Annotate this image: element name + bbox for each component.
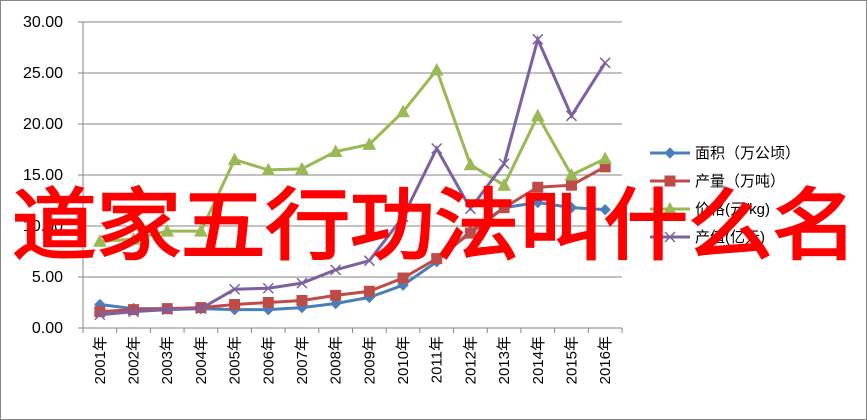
point [599, 57, 611, 69]
legend-label: 产值(亿元) [695, 229, 765, 246]
y-tick-label: 0.00 [32, 320, 63, 337]
point [261, 162, 276, 176]
y-tick-label: 10.00 [23, 218, 63, 235]
legend-marker [664, 175, 676, 187]
point [532, 181, 544, 193]
point [599, 203, 611, 216]
point [262, 282, 274, 294]
point [565, 110, 577, 122]
legend-label: 产量（万吨） [695, 173, 785, 190]
point [532, 33, 544, 45]
point [330, 289, 342, 301]
point [463, 157, 478, 171]
point [396, 104, 410, 118]
x-tick-label: 2007年 [294, 336, 311, 384]
point [229, 283, 241, 295]
point [464, 227, 476, 239]
legend-label: 面积（万公顷） [695, 145, 800, 162]
point [530, 108, 545, 122]
x-tick-label: 2014年 [530, 336, 547, 384]
overlay-text: 道家五行功法叫什么名 [12, 182, 857, 270]
point [330, 264, 342, 276]
legend-marker [663, 201, 677, 215]
point [296, 277, 308, 289]
legend-marker [664, 147, 676, 159]
x-tick-label: 2004年 [193, 336, 210, 384]
legend-marker [664, 231, 676, 243]
x-tick-label: 2015年 [563, 336, 580, 384]
x-tick-label: 2012年 [462, 336, 479, 384]
legend-marker [663, 201, 677, 215]
plot-area: 0.00 5.00 10.00 15.00 20.00 25.00 30.00 2001年 20… [23, 14, 800, 384]
x-tick-label: 2003年 [159, 336, 176, 384]
point [397, 272, 409, 284]
point [94, 306, 106, 318]
point [195, 303, 207, 315]
point [429, 62, 444, 76]
point [126, 232, 141, 245]
point [128, 306, 140, 318]
point [328, 144, 343, 158]
point [227, 152, 242, 166]
point [397, 211, 409, 223]
point [160, 224, 175, 237]
point [229, 299, 241, 311]
point [498, 202, 510, 214]
x-tick-label: 2010年 [395, 336, 412, 384]
point [598, 151, 612, 165]
point [161, 304, 173, 316]
point [431, 253, 443, 265]
point [262, 297, 274, 308]
x-tick-label: 2002年 [126, 336, 143, 384]
legend-marker [664, 147, 676, 159]
point [194, 224, 208, 237]
point [464, 203, 476, 215]
point [565, 201, 578, 214]
x-tick-label: 2005年 [227, 336, 244, 384]
x-tick-label: 2011年 [429, 336, 446, 383]
x-tick-label: 2016年 [597, 336, 614, 384]
point [93, 234, 107, 247]
x-tick-label: 2008年 [328, 336, 345, 384]
y-tick-label: 20.00 [23, 116, 63, 133]
point [296, 294, 308, 306]
y-tick-label: 5.00 [32, 269, 63, 286]
point [295, 161, 309, 175]
point [498, 158, 510, 170]
point [329, 297, 342, 310]
point [532, 196, 544, 209]
x-tick-label: 2013年 [496, 336, 513, 384]
point [363, 285, 375, 297]
series-line [99, 34, 607, 317]
point [94, 309, 106, 321]
point [564, 167, 579, 181]
point [497, 178, 511, 191]
legend-marker [664, 231, 676, 243]
legend-marker [664, 175, 676, 187]
x-tick-label: 2001年 [92, 336, 109, 384]
series-line [99, 66, 606, 243]
point [363, 255, 375, 267]
y-tick-label: 30.00 [23, 14, 63, 31]
x-tick-label: 2006年 [260, 336, 277, 384]
point [431, 142, 443, 155]
legend-label: 价格(元/kg) [695, 201, 770, 218]
point [128, 304, 140, 316]
y-tick-label: 25.00 [23, 65, 63, 82]
y-tick-label: 15.00 [23, 167, 63, 184]
point [362, 137, 377, 150]
x-tick-label: 2009年 [361, 336, 378, 384]
